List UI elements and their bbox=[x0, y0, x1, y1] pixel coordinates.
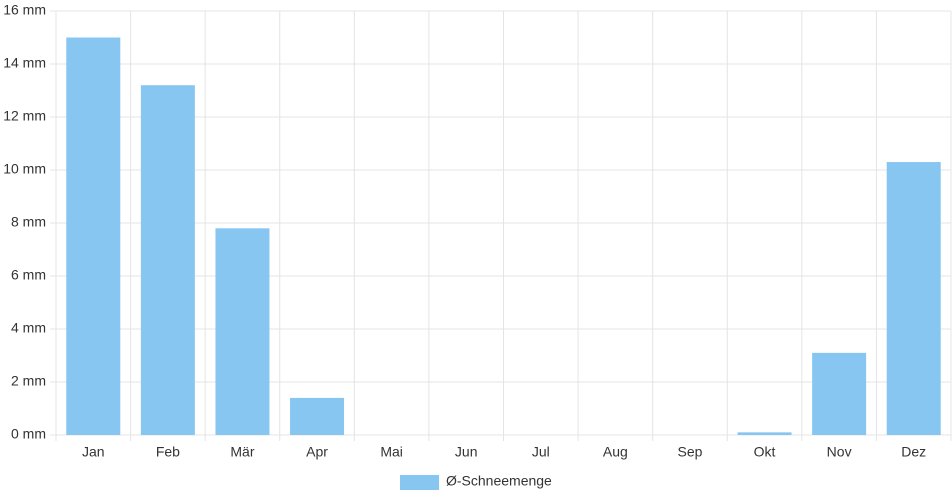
x-tick-label: Mai bbox=[380, 444, 403, 460]
y-tick-label: 10 mm bbox=[3, 161, 46, 177]
x-tick-label: Sep bbox=[677, 444, 702, 460]
x-tick-label: Mär bbox=[230, 444, 254, 460]
y-tick-label: 4 mm bbox=[11, 320, 46, 336]
y-tick-label: 0 mm bbox=[11, 426, 46, 442]
bar bbox=[66, 37, 121, 435]
x-tick-label: Jun bbox=[455, 444, 478, 460]
bar bbox=[140, 85, 195, 435]
bar bbox=[812, 352, 867, 435]
y-tick-label: 14 mm bbox=[3, 55, 46, 71]
x-tick-label: Jan bbox=[82, 444, 105, 460]
x-tick-label: Apr bbox=[306, 444, 328, 460]
y-tick-label: 16 mm bbox=[3, 2, 46, 18]
x-tick-label: Nov bbox=[827, 444, 852, 460]
x-tick-label: Aug bbox=[603, 444, 628, 460]
legend-swatch bbox=[400, 475, 439, 490]
legend-label: Ø-Schneemenge bbox=[446, 473, 552, 489]
bar bbox=[215, 228, 270, 435]
y-tick-label: 12 mm bbox=[3, 108, 46, 124]
x-tick-label: Feb bbox=[156, 444, 180, 460]
y-tick-label: 2 mm bbox=[11, 373, 46, 389]
x-tick-label: Okt bbox=[754, 444, 776, 460]
x-tick-label: Jul bbox=[532, 444, 550, 460]
y-tick-label: 6 mm bbox=[11, 267, 46, 283]
x-tick-label: Dez bbox=[901, 444, 926, 460]
bar bbox=[290, 397, 345, 435]
bar bbox=[886, 162, 941, 436]
bar bbox=[737, 432, 792, 435]
y-tick-label: 8 mm bbox=[11, 214, 46, 230]
